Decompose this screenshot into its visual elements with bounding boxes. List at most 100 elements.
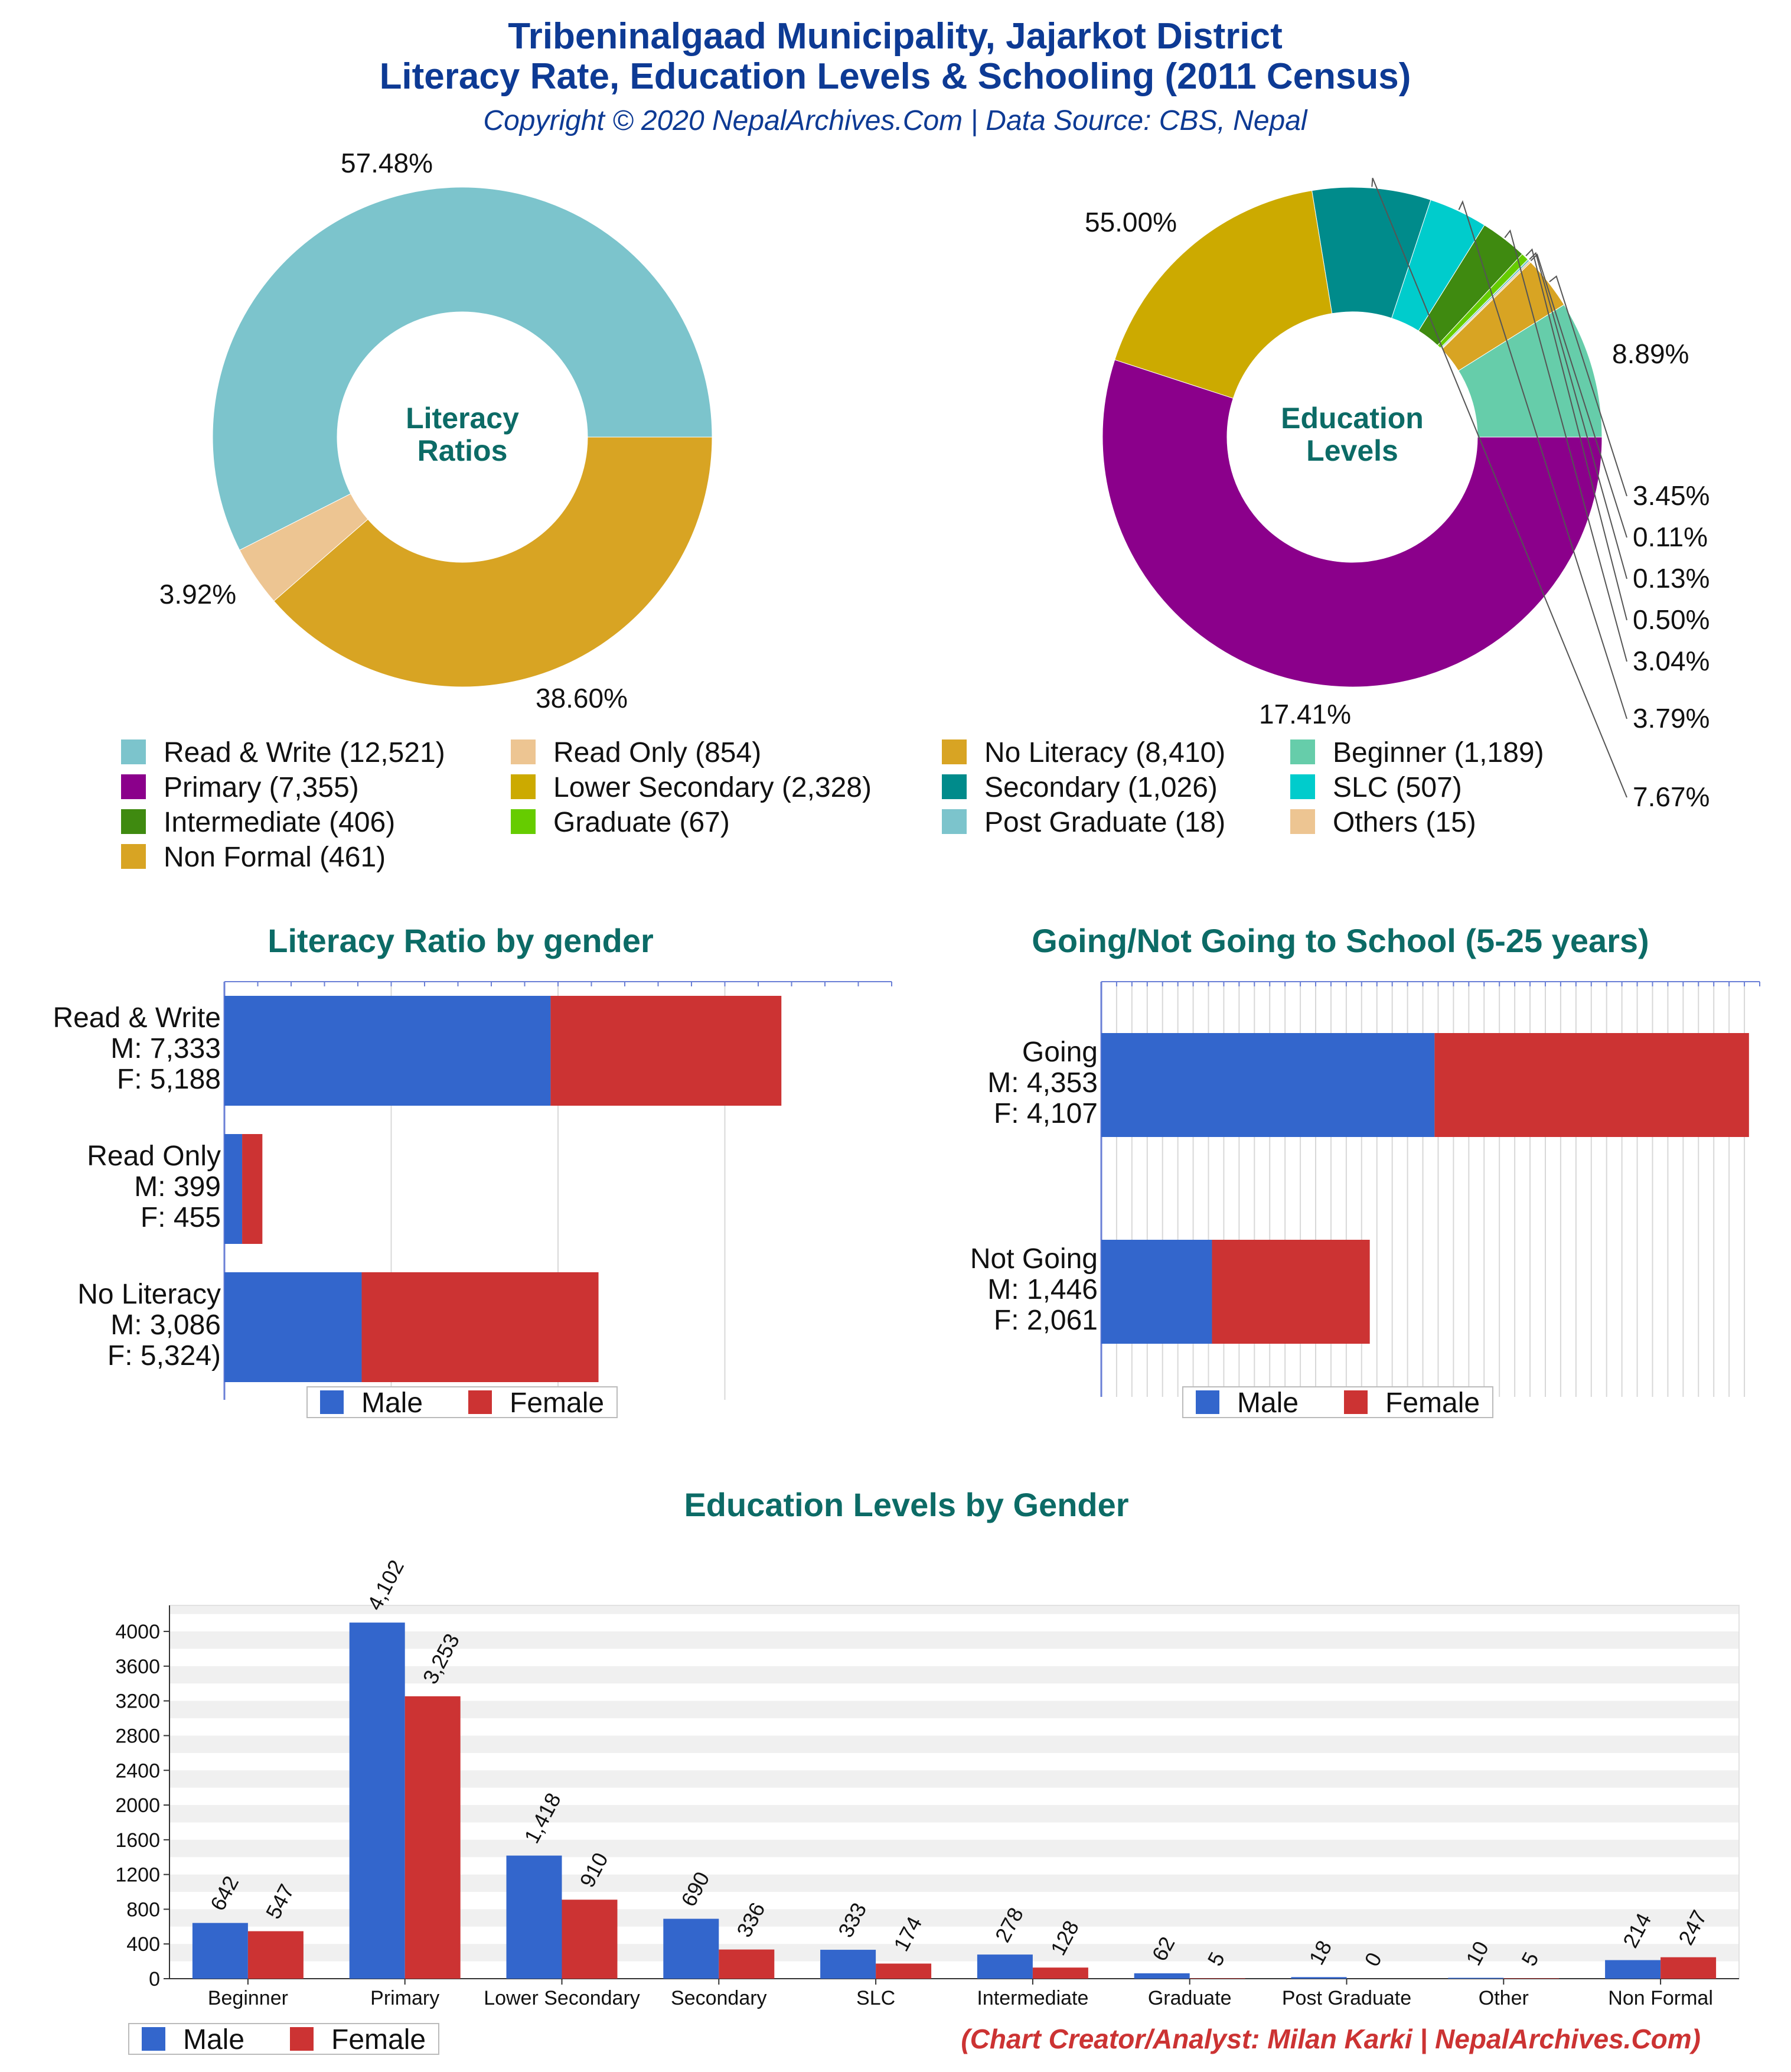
leader-post-graduate	[1529, 252, 1627, 579]
grid-band	[169, 1605, 1739, 1614]
education-by-gender-chart: 0 400 800 1200 1600 2000 2400 2800 3200 3600 4000 6…	[115, 1556, 1740, 2055]
leader-slc	[1458, 200, 1627, 719]
bar-female-going	[1434, 1033, 1749, 1137]
grid-band	[169, 1666, 1739, 1684]
bar-male-other	[1448, 1977, 1504, 1979]
legend-item-slc-507: SLC (507)	[1290, 772, 1462, 803]
x-tick-label: Lower Secondary	[484, 1987, 640, 2009]
legend-label: Lower Secondary (2,328)	[553, 772, 872, 803]
legend-item-read-write-12-521: Read & Write (12,521)	[121, 737, 445, 768]
pct-label-primary: 55.00%	[1085, 207, 1177, 237]
x-tick-label: Other	[1479, 1987, 1529, 2009]
bar-female-slc	[876, 1963, 932, 1979]
bar-female-primary	[404, 1696, 461, 1979]
pct-label-slc: 3.79%	[1633, 703, 1710, 734]
bar-male-not-going	[1101, 1240, 1212, 1344]
bar-male-post-graduate	[1291, 1977, 1347, 1979]
legend-swatch	[511, 774, 536, 799]
leader-non-formal	[1549, 275, 1627, 497]
x-tick-label: SLC	[856, 1987, 895, 2009]
legend-item-graduate-67: Graduate (67)	[511, 807, 730, 838]
value-label-male: 690	[676, 1868, 714, 1910]
female-count-label: F: 5,188	[117, 1064, 221, 1095]
education-by-gender-title: Education Levels by Gender	[684, 1486, 1128, 1523]
legend-label: Non Formal (461)	[164, 842, 386, 873]
x-tick-label: Graduate	[1148, 1987, 1232, 2009]
slice-primary	[1102, 359, 1603, 688]
slice-read-write	[212, 187, 713, 551]
education-levels-center-line1: Education	[1281, 402, 1424, 435]
pct-label-intermediate: 3.04%	[1633, 646, 1710, 676]
legend-label: No Literacy (8,410)	[984, 737, 1225, 768]
y-tick-label: 1200	[115, 1864, 160, 1887]
education-levels-center-line2: Levels	[1306, 434, 1398, 467]
main-title-line1: Tribeninalgaad Municipality, Jajarkot Di…	[508, 16, 1283, 57]
legend-swatch	[121, 774, 146, 799]
legend-item-secondary-1-026: Secondary (1,026)	[942, 772, 1218, 803]
pct-label-read-only: 3.92%	[159, 579, 236, 610]
bar-male-read-only	[224, 1134, 243, 1244]
legend-label: Read Only (854)	[553, 737, 761, 768]
legend-label: Beginner (1,189)	[1333, 737, 1544, 768]
male-count-label: M: 1,446	[987, 1274, 1098, 1305]
legend-label: Read & Write (12,521)	[164, 737, 445, 768]
legend-label: Primary (7,355)	[164, 772, 359, 803]
male-legend-label: Male	[183, 2024, 244, 2055]
pct-label-no-literacy: 38.60%	[536, 683, 628, 714]
legend-item-lower-secondary-2-328: Lower Secondary (2,328)	[511, 772, 872, 803]
female-swatch	[290, 2027, 314, 2051]
legend-swatch	[121, 739, 146, 764]
bar-female-beginner	[247, 1931, 304, 1979]
female-legend-label: Female	[331, 2024, 426, 2055]
y-tick-label: 400	[126, 1933, 160, 1956]
male-count-label: M: 4,353	[987, 1067, 1098, 1099]
x-tick-label: Non Formal	[1608, 1987, 1713, 2009]
legend-label: SLC (507)	[1333, 772, 1462, 803]
legend-swatch	[511, 809, 536, 834]
pct-label-post-graduate: 0.13%	[1633, 563, 1710, 594]
color-legend: Read & Write (12,521) Read Only (854) No L…	[121, 737, 1544, 873]
bar-female-read-write	[550, 996, 782, 1106]
pct-label-read-write: 57.48%	[341, 148, 433, 178]
value-label-male: 18	[1304, 1937, 1336, 1969]
female-legend-label: Female	[510, 1387, 604, 1419]
literacy-ratios-center-line1: Literacy	[406, 402, 519, 435]
legend-item-beginner-1-189: Beginner (1,189)	[1290, 737, 1544, 768]
female-legend-label: Female	[1385, 1387, 1480, 1419]
legend-swatch	[511, 739, 536, 764]
bar-male-lower-secondary	[506, 1855, 562, 1979]
gender-legend: Male Female	[1182, 1386, 1493, 1419]
pct-label-non-formal: 3.45%	[1633, 480, 1710, 511]
bar-female-secondary	[719, 1949, 775, 1979]
gender-legend-frame	[306, 1386, 618, 1418]
bar-female-non-formal	[1660, 1957, 1717, 1979]
literacy-ratios-center-line2: Ratios	[417, 434, 508, 467]
y-tick-label: 3600	[115, 1656, 160, 1678]
leader-graduate	[1525, 248, 1627, 621]
gender-legend: Male Female	[306, 1386, 618, 1419]
legend-label: Graduate (67)	[553, 807, 730, 838]
y-tick-label: 0	[149, 1968, 160, 1990]
female-swatch	[1344, 1390, 1368, 1414]
legend-label: Secondary (1,026)	[984, 772, 1218, 803]
male-swatch	[142, 2027, 165, 2051]
slice-no-literacy	[273, 436, 713, 688]
leader-secondary	[1371, 177, 1627, 798]
male-swatch	[1196, 1390, 1219, 1414]
bar-female-other	[1503, 1978, 1560, 1979]
legend-swatch	[121, 809, 146, 834]
gender-legend: Male Female	[128, 2023, 439, 2055]
legend-item-no-literacy-8-410: No Literacy (8,410)	[942, 737, 1225, 768]
education-levels-leader-lines	[1371, 177, 1627, 798]
bar-male-no-literacy	[224, 1272, 362, 1382]
pct-label-beginner: 8.89%	[1612, 338, 1689, 369]
gender-legend-frame	[128, 2023, 439, 2055]
female-swatch	[468, 1390, 492, 1414]
female-count-label: F: 4,107	[994, 1098, 1098, 1129]
bar-male-read-write	[224, 996, 551, 1106]
y-tick-label: 2800	[115, 1725, 160, 1747]
y-tick-label: 800	[126, 1898, 160, 1921]
